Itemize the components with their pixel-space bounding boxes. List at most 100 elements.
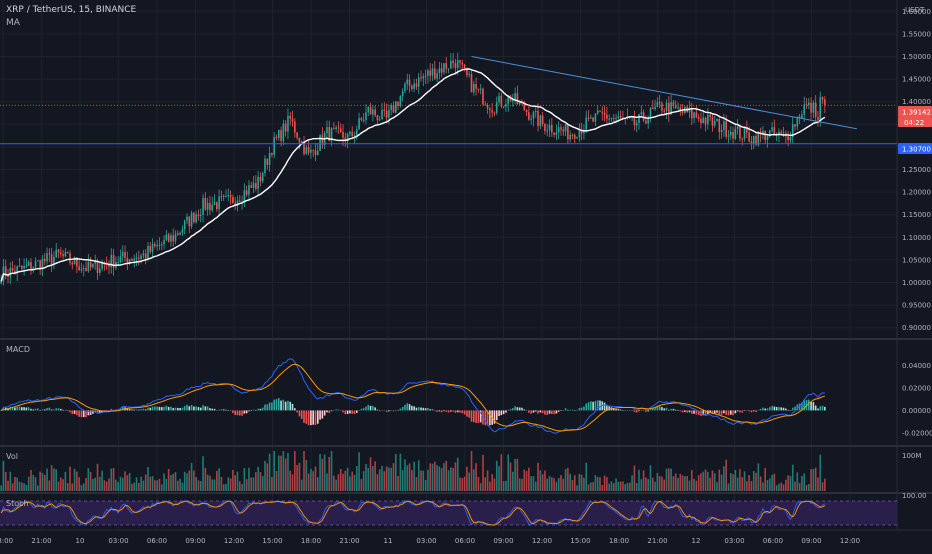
candle-body bbox=[693, 112, 695, 119]
candle-body bbox=[87, 262, 90, 272]
macd-hist-bar bbox=[778, 406, 780, 411]
candle-body bbox=[463, 64, 466, 69]
macd-hist-bar bbox=[647, 410, 649, 412]
volume-bar bbox=[156, 480, 158, 491]
volume-bar bbox=[128, 472, 131, 491]
macd-hist-bar bbox=[346, 410, 349, 414]
candle-body bbox=[431, 68, 434, 76]
volume-bar bbox=[80, 485, 83, 491]
volume-bar bbox=[553, 478, 555, 491]
trendline[interactable] bbox=[471, 56, 858, 130]
candle-body bbox=[71, 262, 74, 265]
price-axis[interactable]: 1.600001.550001.500001.450001.400001.350… bbox=[902, 8, 931, 332]
volume-bar bbox=[528, 467, 530, 491]
candle-body bbox=[498, 95, 500, 103]
volume-bar bbox=[443, 463, 445, 491]
candle-body bbox=[330, 128, 333, 142]
candle-body bbox=[135, 257, 138, 260]
volume-bar bbox=[723, 466, 725, 491]
time-axis[interactable]: 18:00 21:00 10 03:00 06:00 09:00 12:00 15:00 18:… bbox=[0, 537, 860, 545]
macd-label[interactable]: MACD bbox=[6, 345, 30, 354]
macd-hist-bar bbox=[475, 410, 477, 423]
macd-hist-bar bbox=[392, 410, 395, 412]
macd-signal-line[interactable] bbox=[1, 363, 826, 432]
candle-body bbox=[305, 147, 308, 154]
volume-bar bbox=[144, 474, 147, 491]
macd-hist-bar bbox=[750, 410, 753, 413]
macd-hist-bar bbox=[479, 410, 482, 423]
candle-body bbox=[567, 124, 569, 140]
candle-body bbox=[562, 129, 565, 132]
candle-body bbox=[213, 202, 216, 205]
macd-hist-bar bbox=[672, 408, 675, 411]
macd-hist-bar bbox=[323, 410, 326, 416]
macd-hist-bar bbox=[486, 410, 489, 426]
candle-body bbox=[181, 229, 184, 233]
volume-bar bbox=[105, 481, 108, 491]
candle-body bbox=[282, 123, 285, 141]
stoch-d-line[interactable] bbox=[0, 500, 826, 526]
candle-body bbox=[794, 124, 796, 127]
candle-body bbox=[417, 77, 420, 87]
volume-bar bbox=[670, 468, 672, 491]
volume-bar bbox=[555, 481, 558, 491]
macd-hist-bar bbox=[374, 407, 376, 411]
macd-hist-bar bbox=[725, 410, 727, 415]
macd-hist-bar bbox=[638, 410, 640, 412]
candle-body bbox=[640, 112, 643, 115]
candle-body bbox=[736, 126, 739, 129]
candle-body bbox=[553, 132, 555, 135]
volume-bar bbox=[741, 477, 744, 491]
time-tick-label: 12 bbox=[692, 537, 701, 545]
volume-bar bbox=[599, 477, 601, 491]
volume-bar bbox=[587, 484, 590, 491]
candle-body bbox=[32, 267, 35, 271]
candle-body bbox=[275, 136, 278, 138]
volume-bar bbox=[154, 480, 156, 491]
volume-bar bbox=[601, 484, 604, 491]
stoch-label[interactable]: Stoch bbox=[6, 499, 29, 508]
macd-line[interactable] bbox=[0, 358, 825, 434]
macd-hist-bar bbox=[679, 410, 682, 412]
candle-body bbox=[732, 131, 734, 139]
volume-bar bbox=[663, 479, 666, 491]
candle-body bbox=[73, 257, 76, 265]
ma-indicator-label[interactable]: MA bbox=[6, 18, 21, 28]
macd-hist-bar bbox=[727, 410, 730, 416]
macd-hist-bar bbox=[498, 410, 500, 417]
stoch-band bbox=[0, 501, 897, 525]
volume-bar bbox=[461, 478, 464, 491]
vol-label[interactable]: Vol bbox=[6, 452, 18, 461]
volume-bar bbox=[693, 478, 695, 491]
volume-bar bbox=[241, 484, 243, 491]
macd-hist-bar bbox=[34, 408, 37, 411]
macd-hist-bar bbox=[470, 410, 473, 422]
macd-hist-bar bbox=[55, 408, 58, 411]
volume-bar bbox=[287, 452, 289, 491]
volume-bar bbox=[404, 459, 406, 491]
macd-hist-bar bbox=[204, 406, 207, 411]
macd-hist-bar bbox=[512, 408, 514, 411]
macd-hist-bar bbox=[560, 410, 562, 411]
macd-hist-bar bbox=[165, 405, 168, 411]
volume-bar bbox=[739, 469, 741, 491]
macd-hist-bar bbox=[349, 410, 351, 414]
macd-hist-bar bbox=[411, 405, 413, 411]
candle-body bbox=[261, 173, 264, 182]
macd-hist-bar bbox=[814, 405, 817, 411]
candle-body bbox=[814, 102, 817, 118]
volume-bar bbox=[275, 471, 278, 491]
moving-average-line[interactable] bbox=[0, 68, 826, 282]
volume-bar bbox=[298, 462, 301, 491]
volume-bar bbox=[351, 471, 354, 491]
macd-hist-bar bbox=[261, 407, 264, 411]
macd-hist-bar bbox=[645, 410, 647, 412]
volume-bar bbox=[424, 479, 427, 491]
countdown-badge bbox=[898, 117, 932, 127]
macd-hist-bar bbox=[310, 410, 312, 426]
macd-hist-bar bbox=[181, 407, 184, 411]
macd-hist-bar bbox=[819, 406, 822, 411]
macd-hist-bar bbox=[277, 398, 280, 411]
volume-bar bbox=[18, 481, 21, 491]
